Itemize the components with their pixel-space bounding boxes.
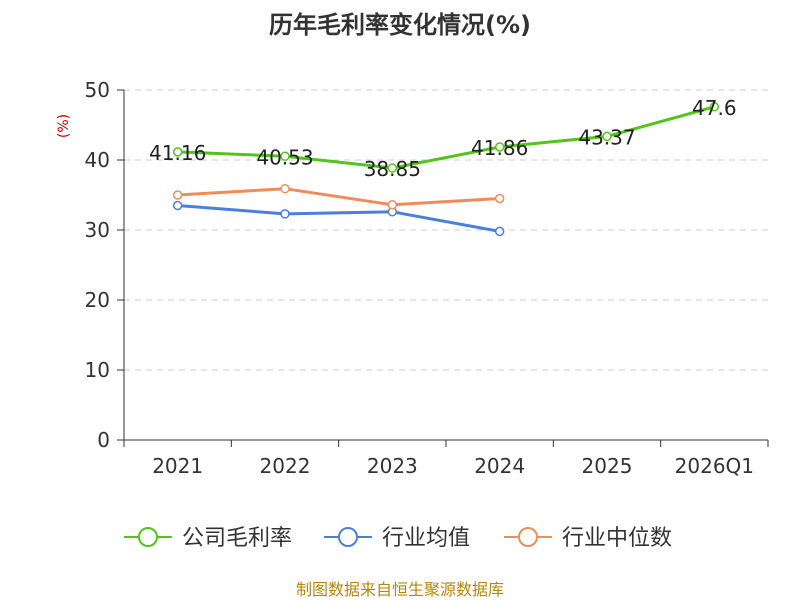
series-group [172, 102, 720, 237]
series-2 [172, 183, 505, 210]
legend: 公司毛利率 行业均值 行业中位数 [124, 526, 672, 551]
y-tick-labels: 0 10 20 30 40 50 [85, 78, 110, 452]
data-point-1-2024 [494, 226, 505, 237]
legend-item-2: 行业中位数 [504, 526, 672, 551]
x-tick-label-2021: 2021 [152, 454, 203, 478]
chart-title: 历年毛利率变化情况(%) [269, 11, 531, 39]
legend-marker-1 [338, 527, 358, 547]
x-tick-labels: 2021 2022 2023 2024 2025 2026Q1 [152, 454, 754, 478]
y-tick-label-10: 10 [85, 358, 110, 382]
data-label-2023: 38.85 [364, 157, 421, 181]
data-label-2024: 41.86 [471, 136, 528, 160]
data-point-0-2025 [602, 131, 612, 142]
data-point-0-2024 [494, 142, 505, 152]
y-tick-label-30: 30 [85, 218, 110, 242]
legend-label-2: 行业中位数 [562, 526, 672, 551]
data-label-2026Q1: 47.6 [692, 96, 737, 120]
legend-marker-0 [138, 527, 158, 547]
legend-marker-2 [518, 527, 538, 547]
data-point-0-2021 [172, 147, 183, 157]
legend-item-1: 行业均值 [324, 526, 470, 551]
data-point-2-2023 [387, 200, 398, 210]
x-tick-label-2023: 2023 [367, 454, 418, 478]
x-tick-label-2024: 2024 [474, 454, 525, 478]
data-point-0-2026Q1 [709, 102, 720, 112]
data-point-1-2022 [280, 209, 290, 219]
y-tick-label-50: 50 [85, 78, 110, 102]
legend-item-0: 公司毛利率 [124, 526, 292, 551]
grid-lines [124, 89, 768, 371]
series-0 [172, 102, 720, 173]
axes [117, 89, 769, 447]
x-tick-label-2022: 2022 [260, 454, 311, 478]
data-point-2-2024 [494, 193, 505, 204]
series-line-0 [177, 105, 715, 170]
data-point-2-2021 [172, 190, 183, 200]
source-note: 制图数据来自恒生聚源数据库 [296, 580, 504, 599]
data-point-2-2022 [280, 183, 290, 194]
legend-label-0: 公司毛利率 [182, 526, 292, 551]
data-label-2022: 40.53 [256, 145, 313, 169]
y-axis-unit: (%) [56, 114, 72, 138]
y-tick-label-40: 40 [85, 148, 110, 172]
x-tick-label-2026Q1: 2026Q1 [675, 454, 754, 478]
x-tick-label-2025: 2025 [582, 454, 633, 478]
series-line-1 [177, 204, 500, 233]
data-point-1-2021 [172, 200, 183, 211]
data-labels: 41.16 40.53 38.85 41.86 43.37 47.6 [149, 96, 737, 181]
data-point-0-2022 [280, 151, 290, 162]
data-point-0-2023 [387, 163, 398, 173]
y-tick-label-20: 20 [85, 288, 110, 312]
series-line-2 [177, 187, 500, 207]
y-tick-label-0: 0 [97, 428, 110, 452]
data-label-2025: 43.37 [578, 125, 635, 149]
data-label-2021: 41.16 [149, 141, 206, 165]
legend-label-1: 行业均值 [382, 526, 470, 551]
